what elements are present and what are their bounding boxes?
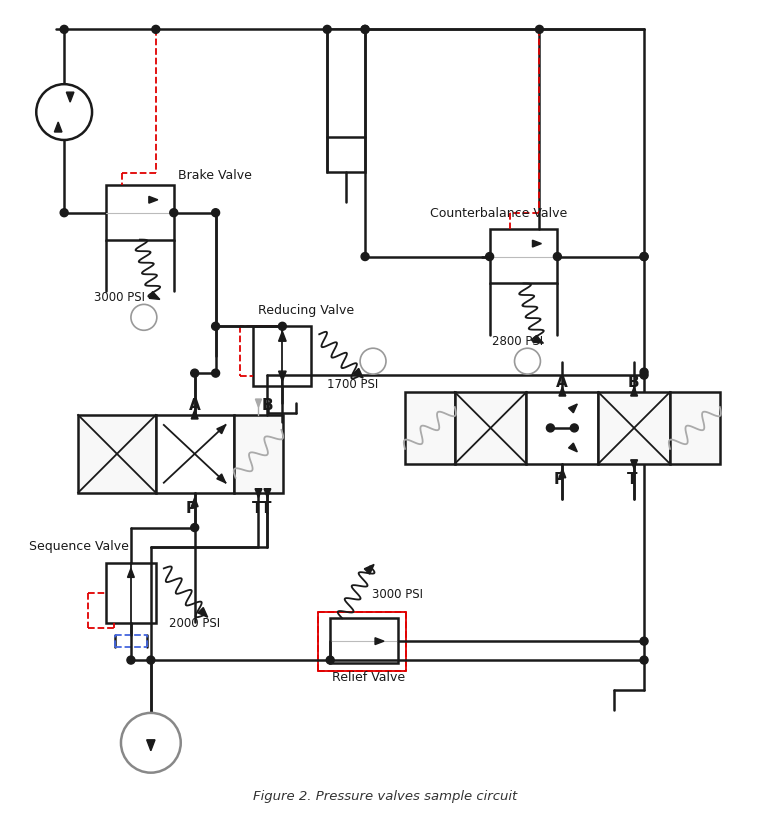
- Text: Sequence Valve: Sequence Valve: [29, 540, 129, 553]
- Polygon shape: [217, 425, 226, 433]
- Text: B: B: [262, 398, 273, 413]
- Circle shape: [640, 656, 648, 664]
- Circle shape: [360, 348, 386, 374]
- Circle shape: [147, 656, 155, 664]
- Text: A: A: [557, 375, 568, 390]
- Circle shape: [121, 713, 181, 773]
- Polygon shape: [128, 569, 134, 578]
- Polygon shape: [255, 489, 262, 498]
- Polygon shape: [533, 335, 544, 344]
- Bar: [527, 392, 598, 463]
- Circle shape: [191, 369, 199, 377]
- Bar: [233, 415, 283, 493]
- Circle shape: [323, 25, 331, 33]
- Circle shape: [169, 209, 178, 217]
- Polygon shape: [568, 443, 578, 452]
- Polygon shape: [353, 368, 363, 378]
- Polygon shape: [191, 410, 198, 419]
- Text: Brake Valve: Brake Valve: [178, 169, 252, 182]
- Circle shape: [640, 637, 648, 645]
- Polygon shape: [533, 240, 541, 247]
- Polygon shape: [149, 197, 158, 203]
- Circle shape: [486, 253, 494, 260]
- Polygon shape: [631, 387, 638, 396]
- Text: Relief Valve: Relief Valve: [332, 671, 405, 684]
- Polygon shape: [149, 291, 160, 299]
- Circle shape: [212, 369, 219, 377]
- Circle shape: [60, 209, 69, 217]
- Text: Counterbalance Valve: Counterbalance Valve: [430, 206, 567, 220]
- Circle shape: [326, 656, 334, 664]
- Circle shape: [571, 424, 578, 432]
- Bar: [670, 392, 720, 463]
- Text: T: T: [260, 501, 271, 516]
- Circle shape: [640, 253, 648, 260]
- Circle shape: [640, 368, 648, 376]
- Text: T: T: [252, 501, 262, 516]
- Polygon shape: [66, 92, 74, 102]
- Polygon shape: [559, 468, 566, 477]
- Circle shape: [131, 304, 157, 330]
- Circle shape: [640, 371, 648, 379]
- Circle shape: [535, 25, 544, 33]
- Circle shape: [361, 25, 369, 33]
- Polygon shape: [256, 399, 262, 407]
- Bar: [405, 392, 455, 463]
- Bar: [106, 563, 156, 623]
- Circle shape: [279, 322, 286, 330]
- Bar: [327, 29, 365, 172]
- Circle shape: [152, 25, 160, 33]
- Bar: [78, 415, 156, 493]
- Circle shape: [127, 656, 135, 664]
- Text: P: P: [186, 501, 197, 516]
- Circle shape: [361, 253, 369, 260]
- Text: 1700 PSI: 1700 PSI: [327, 378, 379, 391]
- Circle shape: [36, 84, 92, 140]
- Polygon shape: [375, 638, 384, 645]
- Circle shape: [547, 424, 554, 432]
- Circle shape: [554, 253, 561, 260]
- Polygon shape: [55, 122, 62, 132]
- Polygon shape: [631, 459, 638, 468]
- Bar: [490, 228, 557, 283]
- Polygon shape: [279, 371, 286, 381]
- Circle shape: [60, 25, 69, 33]
- Circle shape: [191, 524, 199, 531]
- Text: 3000 PSI: 3000 PSI: [94, 291, 145, 304]
- Polygon shape: [364, 565, 374, 574]
- Text: 3000 PSI: 3000 PSI: [372, 588, 423, 601]
- Circle shape: [640, 253, 648, 260]
- Polygon shape: [264, 489, 271, 498]
- Text: Reducing Valve: Reducing Valve: [259, 304, 354, 317]
- Polygon shape: [279, 331, 286, 341]
- Polygon shape: [198, 608, 208, 617]
- Polygon shape: [568, 404, 578, 413]
- Text: Figure 2. Pressure valves sample circuit: Figure 2. Pressure valves sample circuit: [253, 790, 517, 803]
- Circle shape: [212, 209, 219, 217]
- Bar: [455, 392, 527, 463]
- Bar: [330, 619, 398, 663]
- Bar: [156, 415, 233, 493]
- Text: P: P: [554, 472, 564, 486]
- Text: B: B: [628, 375, 640, 390]
- Circle shape: [361, 25, 369, 33]
- Polygon shape: [217, 474, 226, 483]
- Bar: [106, 184, 174, 240]
- Polygon shape: [559, 387, 566, 396]
- Circle shape: [514, 348, 541, 374]
- Text: T: T: [627, 472, 638, 486]
- Text: 2000 PSI: 2000 PSI: [169, 617, 220, 630]
- Text: 2800 PSI: 2800 PSI: [491, 335, 543, 348]
- Circle shape: [212, 322, 219, 330]
- Bar: [253, 326, 311, 386]
- Text: A: A: [189, 398, 200, 413]
- Polygon shape: [146, 740, 155, 751]
- Bar: [598, 392, 670, 463]
- Bar: [318, 612, 406, 671]
- Polygon shape: [191, 498, 198, 507]
